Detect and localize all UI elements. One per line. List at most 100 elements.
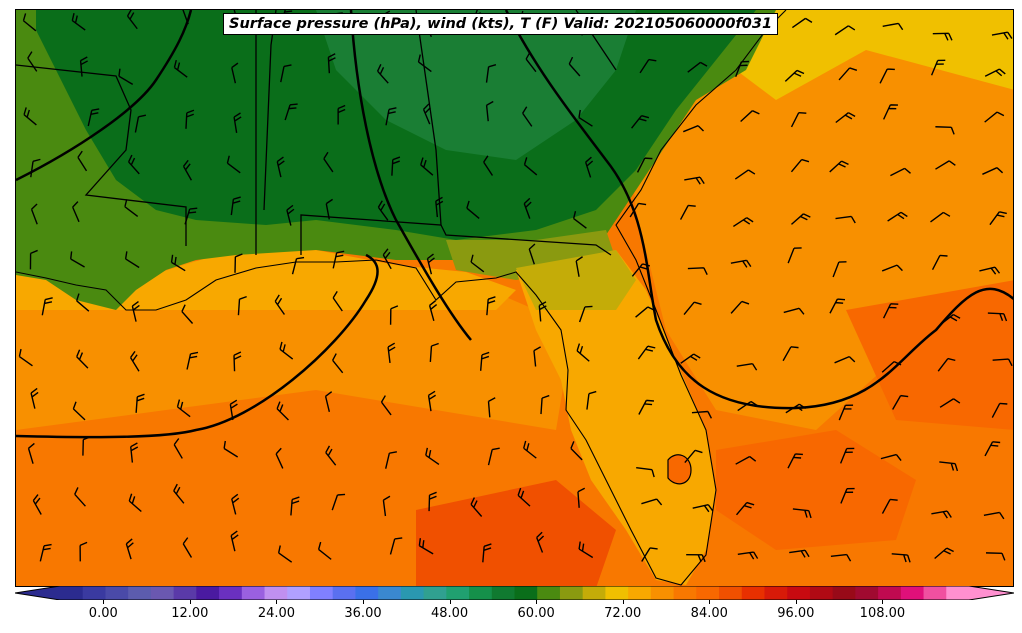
wind-barb bbox=[337, 104, 346, 125]
wind-barb bbox=[575, 256, 583, 277]
wind-barb bbox=[128, 493, 142, 513]
wind-barb bbox=[939, 461, 959, 472]
wind-barb bbox=[692, 504, 714, 513]
wind-barb bbox=[29, 249, 38, 270]
wind-barb bbox=[230, 196, 241, 216]
colorbar-segment bbox=[264, 586, 288, 600]
wind-barb bbox=[641, 498, 663, 506]
wind-barb bbox=[325, 198, 333, 220]
colorbar-segment bbox=[105, 586, 129, 600]
wind-barb bbox=[931, 510, 952, 519]
wind-barb bbox=[637, 345, 656, 360]
wind-barb bbox=[987, 312, 1008, 322]
wind-barb bbox=[72, 201, 80, 223]
wind-barb bbox=[935, 126, 955, 135]
wind-barb bbox=[735, 501, 755, 516]
wind-barb bbox=[982, 167, 1004, 175]
wind-barb bbox=[790, 158, 810, 173]
colorbar-tick-label: 72.00 bbox=[604, 606, 642, 621]
wind-barb bbox=[234, 253, 243, 273]
colorbar-segment bbox=[900, 586, 925, 600]
wind-barb bbox=[291, 256, 305, 275]
wind-barb bbox=[30, 387, 39, 409]
wind-barb bbox=[586, 390, 597, 410]
wind-barb bbox=[783, 307, 805, 315]
wind-barb bbox=[785, 403, 807, 414]
wind-barb bbox=[635, 306, 655, 318]
wind-barb bbox=[426, 253, 435, 275]
wind-barb bbox=[223, 440, 239, 458]
wind-barb bbox=[382, 248, 392, 270]
wind-barb bbox=[629, 202, 647, 218]
wind-barb bbox=[130, 350, 140, 372]
wind-barb bbox=[782, 346, 799, 362]
wind-barb bbox=[572, 210, 587, 229]
wind-barb bbox=[578, 305, 593, 323]
wind-barb bbox=[290, 496, 300, 516]
wind-barb bbox=[641, 547, 658, 562]
colorbar-segment bbox=[355, 586, 379, 600]
wind-barb bbox=[182, 10, 189, 25]
wind-barb bbox=[186, 351, 199, 370]
wind-barb bbox=[881, 360, 902, 373]
wind-barb bbox=[18, 348, 33, 367]
colorbar-tick-label: 84.00 bbox=[690, 606, 728, 621]
colorbar-segment bbox=[628, 586, 652, 600]
wind-barb bbox=[832, 261, 847, 278]
wind-barb bbox=[39, 543, 52, 562]
wind-barb bbox=[638, 399, 655, 415]
colorbar-tick-mark bbox=[449, 600, 451, 604]
wind-barb bbox=[286, 204, 295, 226]
wind-barb bbox=[276, 156, 285, 178]
wind-barb bbox=[466, 200, 480, 219]
wind-barb bbox=[838, 404, 854, 421]
wind-barb bbox=[736, 363, 758, 371]
wind-barb bbox=[992, 358, 1013, 367]
colorbar-tick-mark bbox=[276, 600, 278, 604]
wind-barb bbox=[76, 293, 90, 312]
wind-barb bbox=[984, 441, 1001, 457]
wind-barb bbox=[27, 442, 35, 464]
wind-barb bbox=[382, 495, 391, 517]
wind-barb bbox=[525, 52, 537, 73]
wind-barb bbox=[429, 342, 439, 363]
wind-barb bbox=[237, 295, 247, 316]
wind-barb bbox=[683, 125, 705, 133]
wind-barb bbox=[540, 394, 550, 415]
colorbar-segment bbox=[582, 586, 606, 600]
colorbar-segment bbox=[196, 586, 220, 600]
colorbar-segment bbox=[423, 586, 447, 600]
wind-barb bbox=[787, 453, 803, 469]
colorbar-segment bbox=[855, 586, 879, 600]
wind-barb bbox=[428, 491, 437, 512]
wind-barb bbox=[730, 300, 750, 314]
wind-barb bbox=[233, 351, 242, 372]
wind-barb bbox=[79, 56, 88, 77]
wind-barb bbox=[930, 211, 951, 223]
wind-barb bbox=[522, 106, 533, 127]
land-mid-green bbox=[316, 10, 636, 160]
wind-barb bbox=[882, 303, 899, 319]
coastlines bbox=[16, 10, 787, 586]
wind-barb bbox=[784, 69, 805, 82]
wind-barb bbox=[528, 243, 536, 265]
wind-barb bbox=[22, 13, 37, 32]
wind-barb bbox=[578, 541, 594, 559]
wind-barb bbox=[487, 447, 500, 466]
wind-barb bbox=[934, 547, 954, 560]
wind-barb bbox=[577, 487, 586, 508]
colorbar-segment bbox=[378, 586, 402, 600]
wind-barbs bbox=[18, 10, 1013, 563]
wind-barb bbox=[890, 167, 911, 177]
wind-barb bbox=[730, 259, 752, 268]
wind-barb bbox=[127, 154, 140, 175]
wind-barb bbox=[984, 68, 1006, 77]
wind-barb bbox=[631, 115, 650, 129]
wind-barb bbox=[428, 300, 438, 322]
wind-barb bbox=[277, 545, 293, 563]
wind-barb bbox=[830, 553, 852, 562]
wind-barb bbox=[829, 298, 846, 314]
wind-barb bbox=[984, 111, 1005, 123]
wind-barb bbox=[427, 390, 436, 412]
wind-barb bbox=[389, 305, 399, 325]
